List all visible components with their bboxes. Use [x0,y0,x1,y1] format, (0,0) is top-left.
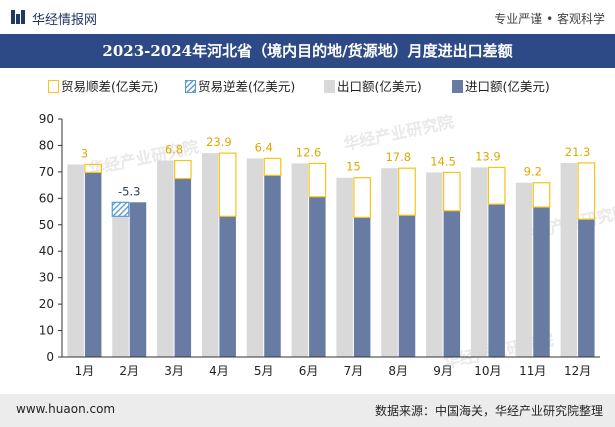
surplus-data-label: 12.6 [296,145,322,159]
surplus-bar [218,152,237,217]
tagline: 专业严谨 • 客观科学 [494,12,605,26]
x-tick-label: 10月 [474,364,501,378]
x-tick-label: 4月 [209,364,229,378]
y-tick-label: 40 [39,244,54,258]
top-bar: 华经情报网 专业严谨 • 客观科学 [0,0,615,34]
x-tick-label: 11月 [519,364,546,378]
legend-swatch-import [452,80,463,93]
y-tick-label: 90 [39,112,54,126]
export-bar [291,163,309,357]
legend-swatch-surplus [48,80,59,93]
surplus-bar [84,163,103,174]
x-tick-label: 12月 [564,364,591,378]
legend-label-surplus: 贸易顺差(亿美元) [61,79,159,94]
surplus-data-label: 14.5 [430,154,456,168]
import-bar [264,175,281,357]
legend-swatch-export [324,80,335,93]
surplus-bar [532,182,551,208]
chart-title: 2023-2024年河北省（境内目的地/货源地）月度进出口差额 [102,42,513,60]
legend-item-surplus: 贸易顺差(亿美元) [48,76,158,95]
footer-source: 数据来源：中国海关，华经产业研究院整理 [374,404,603,418]
export-bar [246,158,264,357]
surplus-data-label: 3 [81,146,88,160]
x-tick-label: 5月 [254,364,274,378]
import-bar [219,216,236,357]
export-bar [112,216,129,357]
legend: 贸易顺差(亿美元) 贸易逆差(亿美元) 出口额(亿美元) 进口额(亿美元) [0,72,615,96]
export-bar [515,182,533,357]
x-tick-label: 3月 [164,364,184,378]
y-tick-label: 60 [39,191,54,205]
y-tick-label: 70 [39,165,54,179]
y-tick-label: 0 [46,350,54,364]
surplus-data-label: 21.3 [565,145,591,159]
logo-icon [11,10,25,24]
surplus-data-label: 17.8 [385,150,411,164]
surplus-data-label: 15 [346,160,361,174]
legend-label-export: 出口额(亿美元) [337,79,422,94]
export-bar [560,162,578,357]
y-tick-label: 30 [39,271,54,285]
watermark-text: 华经产业研究院 [342,112,456,154]
x-tick-label: 8月 [388,364,408,378]
y-tick-label: 80 [39,138,54,152]
x-tick-label: 6月 [299,364,319,378]
surplus-data-label: 9.2 [524,165,542,179]
legend-item-export: 出口额(亿美元) [324,76,422,95]
deficit-bar [111,201,130,217]
import-bar [309,196,326,357]
import-bar [174,178,192,357]
export-bar [470,167,488,357]
export-bar [201,153,219,357]
import-bar [578,219,595,357]
x-tick-label: 1月 [75,364,95,378]
import-bar [353,217,371,357]
legend-item-import: 进口额(亿美元) [452,76,550,95]
watermark-text: 华经产业研究院 [87,137,201,179]
footer: www.huaon.com 数据来源：中国海关，华经产业研究院整理 [0,394,615,427]
legend-swatch-deficit [185,80,196,93]
surplus-bar [263,157,282,176]
data-label-layer: 3 -5.3 6.8 23.9 6.4 12.6 15 17.8 14.5 13.9 9.2 21.3 [81,135,591,198]
legend-label-import: 进口额(亿美元) [465,79,550,94]
x-tick-label: 2月 [119,364,139,378]
export-bar [381,168,398,357]
import-bar [129,202,147,357]
legend-label-deficit: 贸易逆差(亿美元) [198,79,296,94]
surplus-bar [487,166,506,205]
title-bar: 2023-2024年河北省（境内目的地/货源地）月度进出口差额 [0,34,615,68]
y-tick-label: 10 [39,324,54,338]
surplus-bar [442,171,461,212]
surplus-bar [173,159,192,180]
surplus-data-label: 6.4 [255,140,273,154]
x-tick-label: 9月 [433,364,453,378]
chart-plot: 华经产业研究院华经产业研究院华经产业研究院华经产业研究院 01020304050… [39,112,615,378]
legend-item-deficit: 贸易逆差(亿美元) [185,76,295,95]
y-axis: 0 10 20 30 40 50 60 70 80 90 [39,112,63,364]
footer-url[interactable]: www.huaon.com [16,402,116,416]
import-bar [398,215,416,357]
y-tick-label: 20 [39,297,54,311]
surplus-bar [353,177,372,218]
x-axis: 1月 2月 3月 4月 5月 6月 7月 8月 9月 10月 11月 12月 [62,356,600,378]
surplus-data-label: 6.8 [165,143,183,157]
surplus-data-label: 23.9 [206,135,232,149]
y-tick-label: 50 [39,218,54,232]
import-bar [443,210,461,357]
surplus-bar [398,167,416,216]
export-bar [426,172,443,357]
x-tick-label: 7月 [344,364,364,378]
export-bar [336,177,353,357]
surplus-data-label: 13.9 [475,149,501,163]
surplus-bar [577,162,596,220]
site-name: 华经情报网 [32,13,98,28]
export-bar [157,160,174,357]
import-bar [533,207,550,357]
export-bar [67,164,84,357]
surplus-bar [308,162,327,198]
bar-layer [67,152,596,357]
import-bar [84,172,102,357]
import-bar [488,204,505,357]
deficit-data-label: -5.3 [118,184,140,198]
